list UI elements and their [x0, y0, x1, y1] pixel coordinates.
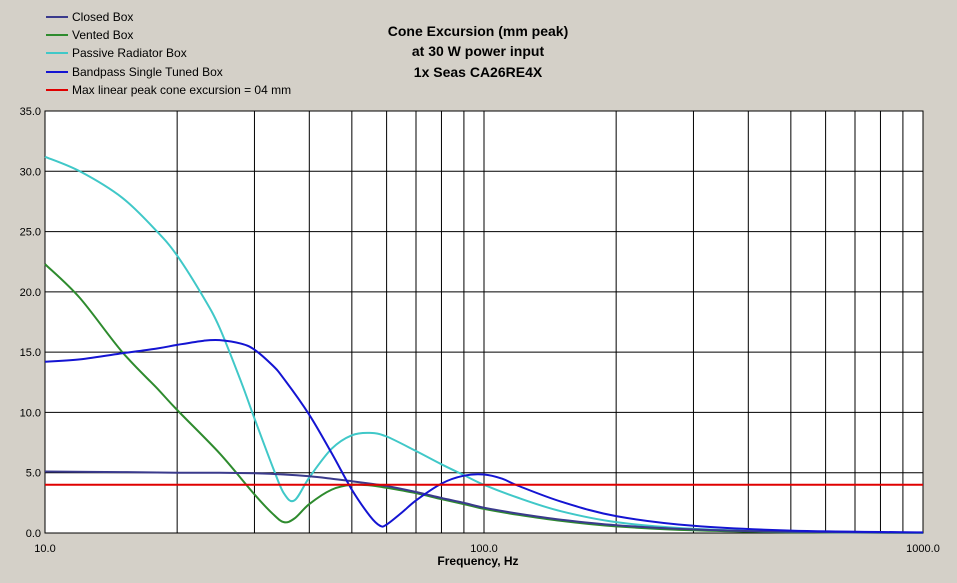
grid — [45, 111, 923, 533]
legend-label-closed-box: Closed Box — [72, 10, 133, 24]
y-tick-label: 0.0 — [26, 528, 41, 540]
x-axis-label: Frequency, Hz — [437, 554, 518, 568]
legend-label-vented-box: Vented Box — [72, 28, 133, 42]
legend-label-bandpass-box: Bandpass Single Tuned Box — [72, 65, 223, 79]
chart-title-line-2: at 30 W power input — [412, 43, 545, 59]
legend: Closed Box Vented Box Passive Radiator B… — [46, 10, 291, 97]
x-axis-ticks: 10.0 100.0 1000.0 — [34, 543, 940, 555]
y-tick-label: 30.0 — [20, 166, 41, 178]
chart-title-line-3: 1x Seas CA26RE4X — [414, 64, 543, 80]
series-line-passive-radiator-box — [44, 155, 924, 534]
y-tick-label: 5.0 — [26, 468, 41, 480]
y-tick-label: 35.0 — [20, 106, 41, 118]
y-tick-label: 20.0 — [20, 287, 41, 299]
legend-label-passive-radiator-box: Passive Radiator Box — [72, 46, 187, 60]
y-axis-ticks: 0.0 5.0 10.0 15.0 20.0 25.0 30.0 35.0 — [20, 106, 41, 540]
series-line-closed-box — [44, 470, 924, 534]
legend-item: Bandpass Single Tuned Box — [46, 65, 223, 79]
legend-item: Max linear peak cone excursion = 04 mm — [46, 83, 291, 97]
y-tick-label: 15.0 — [20, 347, 41, 359]
x-tick-label: 1000.0 — [906, 543, 940, 555]
legend-item: Vented Box — [46, 28, 133, 42]
x-tick-label: 10.0 — [34, 543, 55, 555]
legend-label-max-linear: Max linear peak cone excursion = 04 mm — [72, 83, 291, 97]
legend-item: Passive Radiator Box — [46, 46, 187, 60]
series-line-bandpass-single-tuned-box — [44, 338, 924, 534]
y-tick-label: 25.0 — [20, 227, 41, 239]
chart-title: Cone Excursion (mm peak) at 30 W power i… — [388, 23, 569, 80]
legend-item: Closed Box — [46, 10, 133, 24]
series-group — [44, 155, 924, 534]
x-tick-label: 100.0 — [470, 543, 498, 555]
chart-title-line-1: Cone Excursion (mm peak) — [388, 23, 569, 39]
y-tick-label: 10.0 — [20, 407, 41, 419]
